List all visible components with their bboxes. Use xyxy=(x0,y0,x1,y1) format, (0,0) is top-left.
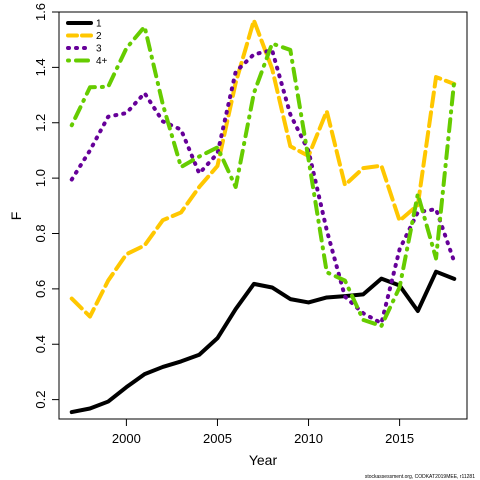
series-layer xyxy=(69,18,457,415)
y-tick-label: 0.8 xyxy=(33,224,48,242)
y-tick-label: 0.4 xyxy=(33,335,48,353)
y-tick-label: 1.4 xyxy=(33,58,48,76)
legend-label: 2 xyxy=(96,31,102,42)
y-tick-label: 1.0 xyxy=(33,169,48,187)
series-line-4plus xyxy=(69,24,457,328)
y-tick-label: 0.6 xyxy=(33,280,48,298)
x-tick-label: 2000 xyxy=(112,431,141,446)
x-axis: 2000 2005 2010 2015 xyxy=(112,418,414,446)
x-axis-title: Year xyxy=(249,452,278,468)
caption: stockassessment.org, CODKAT2019MEE, r112… xyxy=(365,474,475,480)
x-tick-label: 2015 xyxy=(385,431,414,446)
y-axis: 0.2 0.4 0.6 0.8 1.0 1.2 1.4 1.6 xyxy=(33,3,60,409)
y-axis-title: F xyxy=(8,212,24,221)
x-tick-label: 2005 xyxy=(203,431,232,446)
y-tick-label: 1.2 xyxy=(33,114,48,132)
legend-label: 3 xyxy=(96,44,102,55)
x-tick-label: 2010 xyxy=(294,431,323,446)
y-tick-label: 0.2 xyxy=(33,391,48,409)
legend: 12 34+ xyxy=(66,19,108,67)
legend-label: 4+ xyxy=(96,56,108,67)
y-tick-label: 1.6 xyxy=(33,3,48,21)
legend-label: 1 xyxy=(96,19,102,30)
series-line-3 xyxy=(69,48,457,326)
series-line-2 xyxy=(69,18,457,319)
